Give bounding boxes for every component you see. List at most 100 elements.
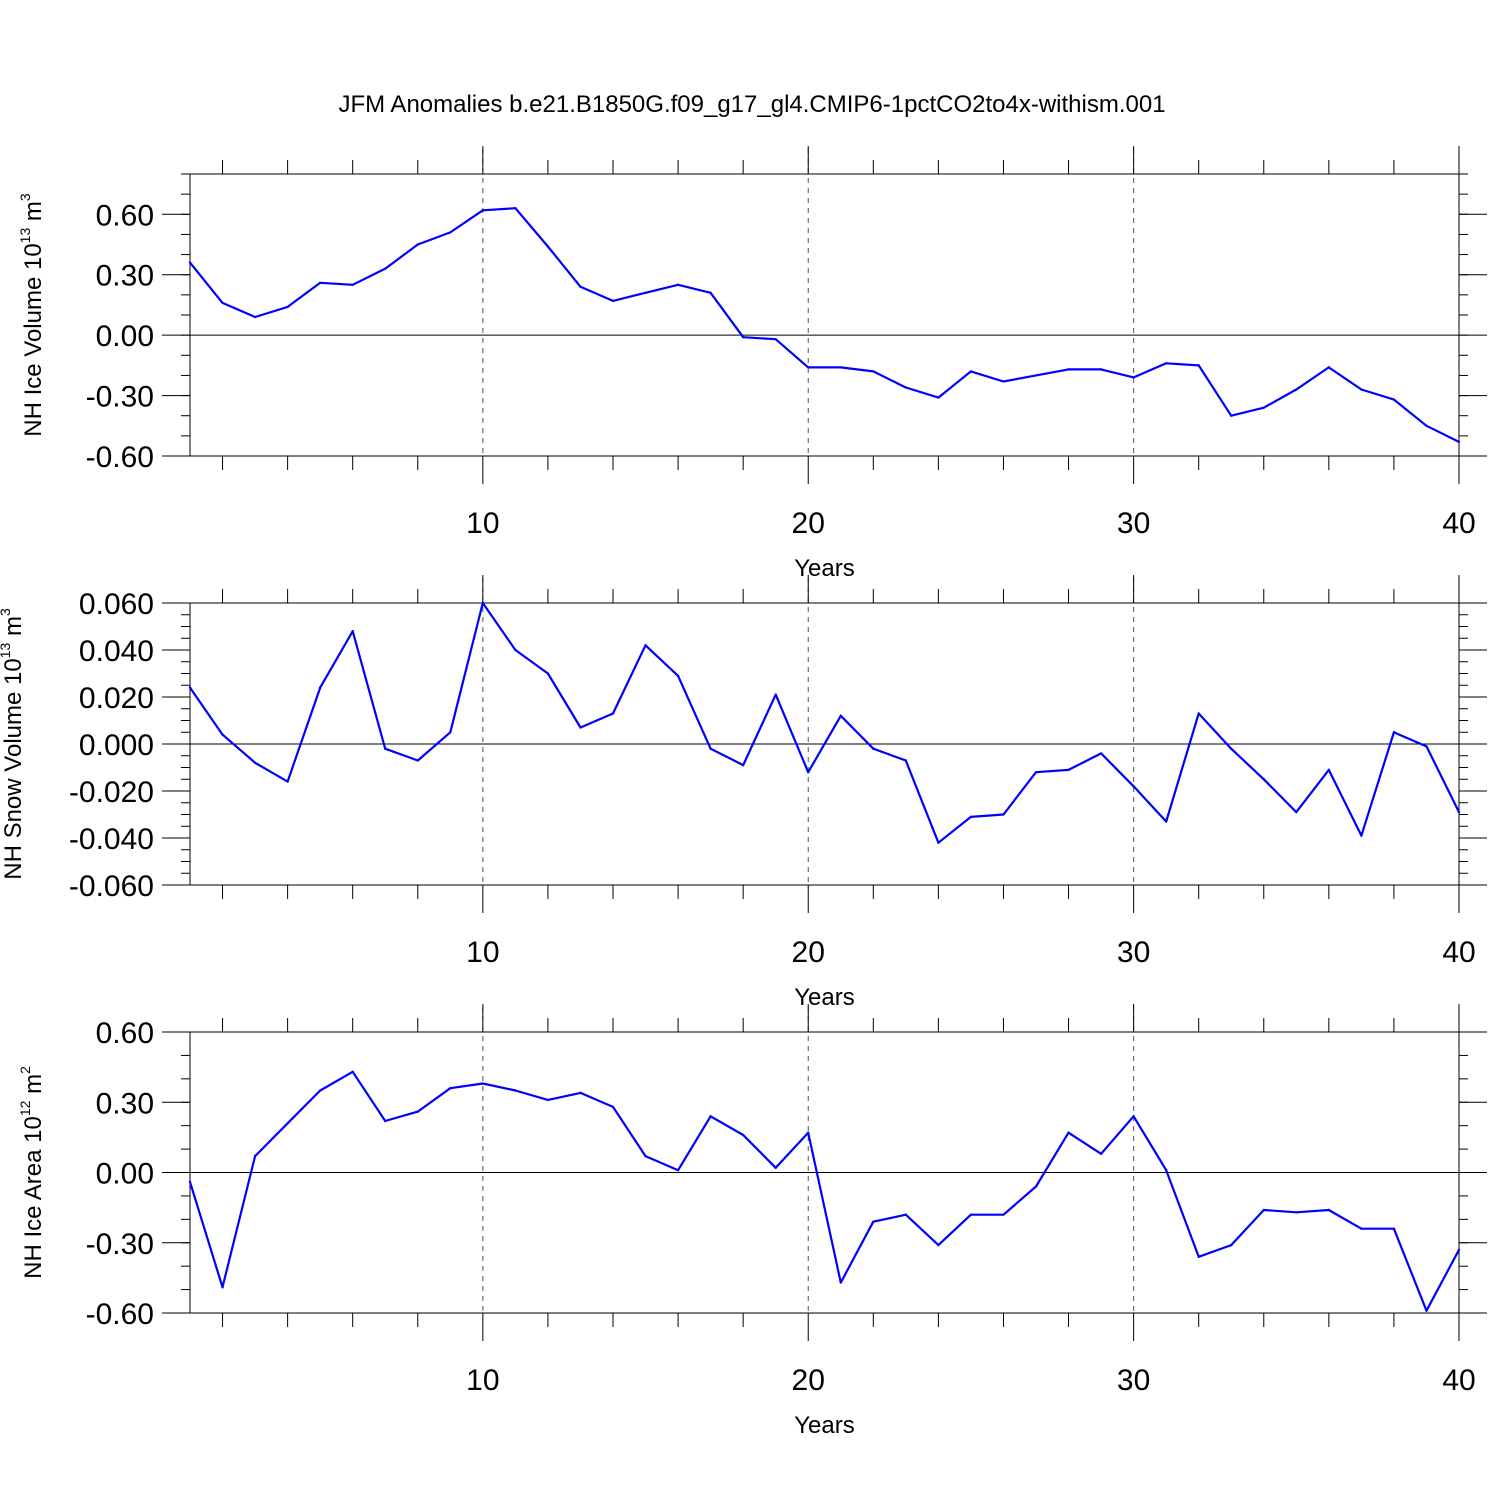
data-point [449, 1087, 452, 1090]
data-point [969, 1213, 973, 1216]
data-point [188, 261, 192, 264]
data-point [644, 644, 647, 647]
data-point [937, 841, 940, 844]
data-point [741, 763, 745, 767]
panel-snow-volume: -0.060 -0.040 -0.020 0.000 0.020 0.040 0.060 10… [0, 575, 1487, 1011]
data-point [318, 1089, 322, 1092]
plot-frame [189, 173, 1460, 457]
y-tick-label: 0.020 [79, 682, 154, 715]
x-axis-title: Years [794, 984, 855, 1011]
data-point [546, 245, 550, 248]
y-axis-title-unit-exponent: 2 [17, 1066, 33, 1074]
data-point [579, 1091, 582, 1095]
data-point [839, 1281, 842, 1284]
data-point [221, 301, 224, 305]
y-tick-label: 0.000 [79, 729, 154, 762]
data-point [1132, 1115, 1135, 1118]
y-tick-label: -0.30 [86, 381, 154, 414]
data-point [481, 209, 485, 212]
x-tick-label: 30 [1117, 936, 1150, 969]
data-point [384, 267, 387, 270]
data-point [1425, 424, 1428, 427]
data-point [286, 1122, 289, 1125]
chart-title: JFM Anomalies b.e21.B1850G.f09_g17_gl4.C… [338, 91, 1165, 118]
data-point [937, 396, 940, 399]
data-point [872, 370, 875, 373]
data-point [1360, 834, 1363, 837]
data-point [1067, 768, 1070, 772]
x-tick-label: 10 [466, 936, 499, 969]
data-point [318, 281, 322, 284]
y-axis-title-main: NH Snow Volume 10 [0, 658, 27, 879]
series-line-snow-volume [189, 601, 1460, 844]
data-point [384, 1119, 387, 1123]
y-tick-label: 0.30 [96, 260, 154, 293]
data-point [514, 207, 517, 210]
data-point [807, 771, 810, 774]
data-point [579, 726, 582, 729]
data-point [1360, 1227, 1363, 1230]
x-tick-label: 30 [1117, 1364, 1150, 1397]
data-point [969, 815, 973, 819]
data-point [188, 686, 192, 689]
data-point [1164, 1168, 1168, 1172]
data-point [1099, 1152, 1103, 1155]
data-point [644, 1154, 647, 1158]
data-point [1230, 414, 1233, 417]
data-point [872, 1220, 875, 1223]
x-tick-label: 10 [466, 507, 499, 540]
y-axis-title: NH Ice Area 1012 m2 [17, 1066, 47, 1279]
y-axis-title-unit: m [0, 616, 27, 643]
y-tick-label: -0.60 [86, 441, 154, 474]
x-tick-label: 40 [1442, 936, 1475, 969]
data-point [1262, 406, 1265, 409]
data-point [1132, 376, 1135, 379]
x-tick-label: 30 [1117, 507, 1150, 540]
y-axis-title-unit-exponent: 3 [0, 608, 13, 616]
panel-ice-volume: -0.60 -0.30 0.00 0.30 0.60 10 20 30 40 Years NH Ic… [17, 146, 1487, 582]
y-tick-label: 0.00 [96, 320, 154, 353]
data-point [1457, 440, 1461, 444]
y-axis-title-unit-exponent: 3 [17, 193, 33, 201]
data-point [416, 243, 419, 246]
data-point [1295, 810, 1298, 814]
data-point [1392, 1227, 1396, 1230]
x-tick-label: 40 [1442, 1364, 1475, 1397]
data-point [676, 283, 680, 286]
data-point [514, 1089, 517, 1092]
data-point [774, 337, 777, 341]
y-axis-title-exponent: 13 [0, 643, 13, 659]
panel-ice-area: -0.60 -0.30 0.00 0.30 0.60 10 20 30 40 Years NH Ic… [17, 1004, 1487, 1439]
y-axis-title: NH Snow Volume 1013 m3 [0, 608, 27, 880]
y-tick-label: 0.30 [96, 1087, 154, 1120]
data-point [351, 630, 354, 633]
y-tick-label: -0.60 [86, 1298, 154, 1331]
data-point [1099, 752, 1103, 755]
data-point [1002, 1213, 1005, 1216]
data-point [1295, 1211, 1298, 1214]
data-point [286, 305, 289, 309]
data-point [1425, 1309, 1428, 1312]
data-point [351, 283, 354, 286]
data-point [839, 366, 842, 369]
data-point [1099, 368, 1103, 371]
data-point [546, 1098, 550, 1102]
y-axis-title-exponent: 12 [17, 1100, 33, 1116]
data-point [1457, 810, 1461, 814]
y-tick-label: -0.30 [86, 1228, 154, 1261]
y-axis-title-exponent: 13 [17, 228, 33, 244]
data-point [481, 601, 485, 605]
data-point [318, 686, 322, 689]
data-point [1327, 1208, 1331, 1212]
y-tick-label: 0.00 [96, 1158, 154, 1191]
data-point [1034, 1185, 1038, 1188]
y-axis-title-unit: m [20, 201, 47, 228]
data-point [839, 714, 842, 717]
data-point [904, 759, 908, 762]
data-point [221, 733, 224, 736]
data-point [807, 366, 810, 369]
y-axis-title: NH Ice Volume 1013 m3 [17, 193, 47, 437]
data-point [253, 761, 257, 764]
data-point [1067, 1131, 1070, 1134]
data-point [416, 759, 419, 762]
